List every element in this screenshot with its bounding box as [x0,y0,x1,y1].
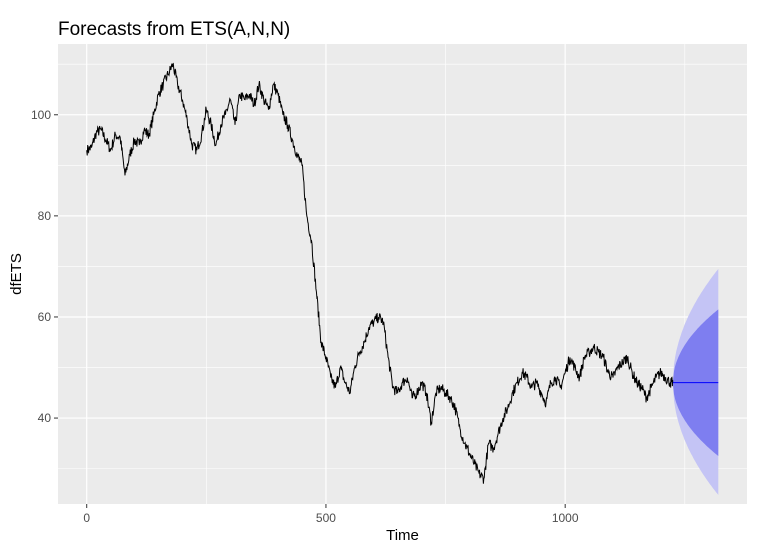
y-tick-label: 40 [38,411,52,425]
observed-series-line [86,62,674,484]
y-tick-label: 80 [38,209,52,223]
y-axis-title: dfETS [8,253,25,295]
axis-ticks: 0 500 1000 40 60 80 100 [31,108,579,525]
y-tick-label: 100 [31,108,51,122]
x-axis-title: Time [386,527,419,544]
chart-title: Forecasts from ETS(A,N,N) [58,19,290,40]
x-tick-label: 500 [316,511,336,525]
y-tick-label: 60 [38,310,52,324]
x-tick-label: 1000 [552,511,579,525]
series-lines [86,62,719,484]
grid-lines [58,44,747,504]
x-tick-label: 0 [83,511,90,525]
panel-background [58,44,747,504]
